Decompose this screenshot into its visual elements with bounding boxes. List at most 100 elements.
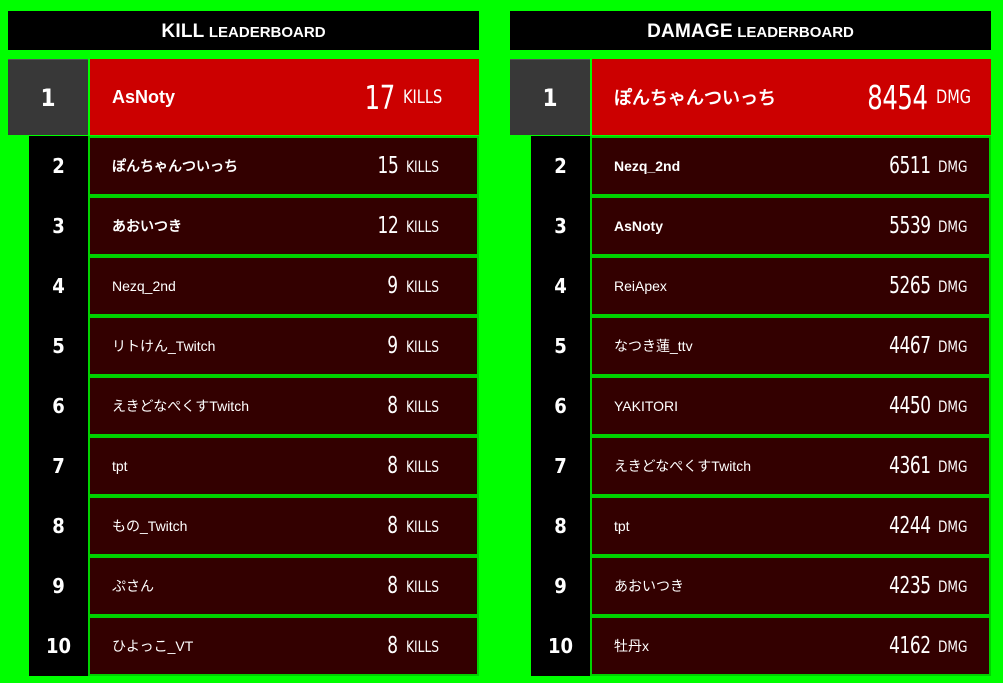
player-info: えきどなぺくすTwitch 8 KILLS — [88, 376, 479, 436]
stat-unit: DMG — [938, 156, 968, 176]
stat-unit: KILLS — [406, 456, 440, 476]
stat-value: 4467 — [888, 333, 931, 359]
player-name: ぽんちゃんついっち — [614, 88, 776, 108]
player-info: 牡丹x 4162 DMG — [590, 616, 991, 676]
stat-value: 6511 — [888, 153, 931, 179]
rank-number: 7 — [29, 436, 88, 496]
leaderboard-row: 5 リトけん_Twitch 9 KILLS — [8, 316, 479, 376]
leaderboard-row: 3 AsNoty 5539 DMG — [510, 196, 991, 256]
stat-unit: KILLS — [406, 156, 440, 176]
player-info: えきどなぺくすTwitch 4361 DMG — [590, 436, 991, 496]
stat-value: 4244 — [888, 513, 931, 539]
player-stat: 4162 DMG — [880, 618, 973, 674]
stat-unit: KILLS — [406, 516, 440, 536]
player-name: AsNoty — [614, 218, 664, 234]
stat-value: 9 — [387, 333, 399, 359]
player-name: Nezq_2nd — [112, 278, 176, 294]
stat-value: 8 — [387, 393, 399, 419]
leaderboard-row: 4 Nezq_2nd 9 KILLS — [8, 256, 479, 316]
stat-value: 12 — [377, 213, 399, 239]
leaderboard-row: 4 ReiApex 5265 DMG — [510, 256, 991, 316]
stat-value: 8 — [387, 453, 399, 479]
rank-number: 5 — [29, 316, 88, 376]
rank-number: 3 — [29, 196, 88, 256]
leaderboard-row: 1 ぽんちゃんついっち 8454 DMG — [510, 59, 991, 135]
kill-leaderboard-header: KILL LEADERBOARD — [8, 11, 479, 50]
player-stat: 8 KILLS — [385, 378, 445, 434]
rank-number: 3 — [531, 196, 590, 256]
player-name: YAKITORI — [614, 398, 679, 414]
player-stat: 12 KILLS — [373, 198, 445, 254]
stat-unit: KILLS — [406, 576, 440, 596]
rank-number: 2 — [531, 136, 590, 196]
rank-number: 6 — [29, 376, 88, 436]
leaderboard-row: 6 えきどなぺくすTwitch 8 KILLS — [8, 376, 479, 436]
stat-value: 5265 — [888, 273, 931, 299]
stat-unit: DMG — [938, 396, 968, 416]
stat-unit: DMG — [938, 216, 968, 236]
leaderboard-row: 10 ひよっこ_VT 8 KILLS — [8, 616, 479, 676]
leaderboard-row: 8 tpt 4244 DMG — [510, 496, 991, 556]
stat-unit: KILLS — [406, 396, 440, 416]
player-stat: 5265 DMG — [880, 258, 973, 314]
player-info: ぽんちゃんついっち 8454 DMG — [592, 59, 991, 135]
player-stat: 4361 DMG — [880, 438, 973, 494]
player-stat: 8 KILLS — [385, 558, 445, 614]
player-name: あおいつき — [112, 218, 182, 234]
leaderboard-row: 7 tpt 8 KILLS — [8, 436, 479, 496]
rank-number: 8 — [29, 496, 88, 556]
rank-number: 9 — [531, 556, 590, 616]
rank-number: 1 — [510, 59, 590, 135]
stat-unit: DMG — [935, 86, 971, 108]
damage-leaderboard-title: DAMAGE — [647, 21, 733, 42]
player-info: ReiApex 5265 DMG — [590, 256, 991, 316]
player-name: tpt — [112, 458, 128, 474]
stat-value: 8 — [387, 633, 399, 659]
player-stat: 4467 DMG — [880, 318, 973, 374]
player-stat: 8 KILLS — [385, 498, 445, 554]
leaderboard-row: 10 牡丹x 4162 DMG — [510, 616, 991, 676]
player-stat: 4450 DMG — [880, 378, 973, 434]
stat-unit: DMG — [938, 336, 968, 356]
player-stat: 5539 DMG — [880, 198, 973, 254]
player-stat: 9 KILLS — [385, 318, 445, 374]
rank-number: 4 — [531, 256, 590, 316]
stat-unit: KILLS — [406, 216, 440, 236]
player-name: えきどなぺくすTwitch — [614, 458, 751, 474]
player-name: あおいつき — [614, 578, 684, 594]
stat-value: 8454 — [867, 77, 929, 117]
player-stat: 17 KILLS — [358, 59, 449, 135]
stat-value: 4450 — [888, 393, 931, 419]
stat-unit: DMG — [938, 456, 968, 476]
player-name: ひよっこ_VT — [112, 638, 194, 654]
leaderboard-row: 8 もの_Twitch 8 KILLS — [8, 496, 479, 556]
stat-value: 15 — [377, 153, 399, 179]
stat-unit: KILLS — [402, 86, 443, 108]
damage-leaderboard-header: DAMAGE LEADERBOARD — [510, 11, 991, 50]
stat-unit: DMG — [938, 516, 968, 536]
player-name: ReiApex — [614, 278, 667, 294]
player-name: ぽんちゃんついっち — [112, 158, 238, 174]
leaderboard-row: 1 AsNoty 17 KILLS — [8, 59, 479, 135]
player-name: なつき蓮_ttv — [614, 338, 693, 354]
rank-number: 8 — [531, 496, 590, 556]
leaderboard-row: 5 なつき蓮_ttv 4467 DMG — [510, 316, 991, 376]
rank-number: 2 — [29, 136, 88, 196]
player-name: 牡丹x — [614, 638, 649, 654]
player-name: リトけん_Twitch — [112, 338, 216, 354]
player-name: ぷさん — [112, 578, 154, 594]
player-info: AsNoty 17 KILLS — [90, 59, 479, 135]
stat-value: 17 — [364, 77, 396, 117]
rank-number: 7 — [531, 436, 590, 496]
player-info: ひよっこ_VT 8 KILLS — [88, 616, 479, 676]
player-info: リトけん_Twitch 9 KILLS — [88, 316, 479, 376]
leaderboard-row: 3 あおいつき 12 KILLS — [8, 196, 479, 256]
rank-number: 9 — [29, 556, 88, 616]
player-info: ぷさん 8 KILLS — [88, 556, 479, 616]
player-info: Nezq_2nd 6511 DMG — [590, 136, 991, 196]
player-name: もの_Twitch — [112, 518, 188, 534]
leaderboard-row: 2 ぽんちゃんついっち 15 KILLS — [8, 136, 479, 196]
stat-value: 4162 — [888, 633, 931, 659]
player-stat: 8 KILLS — [385, 618, 445, 674]
rank-number: 5 — [531, 316, 590, 376]
